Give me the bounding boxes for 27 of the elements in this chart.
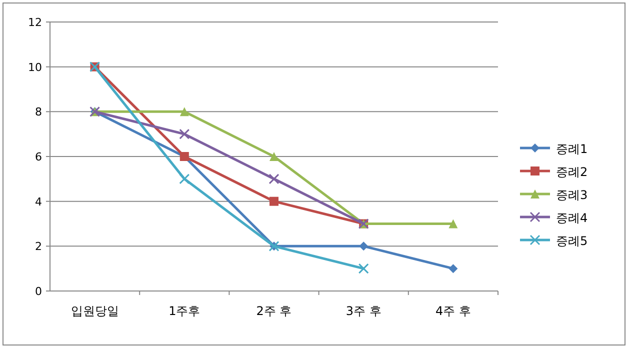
point	[179, 174, 190, 184]
y-tick-label: 4	[35, 195, 42, 208]
legend-label: 증례1	[556, 142, 588, 156]
y-tick-label: 2	[35, 240, 42, 254]
point	[180, 107, 189, 116]
y-tick-label: 12	[28, 16, 42, 29]
legend-label: 증례4	[556, 211, 588, 225]
x-tick-label: 1주후	[168, 304, 200, 318]
point	[448, 219, 458, 228]
point	[270, 196, 278, 206]
y-tick-label: 6	[35, 150, 42, 164]
y-tick-label: 8	[35, 106, 42, 119]
point	[448, 264, 458, 274]
point	[270, 152, 278, 161]
point	[179, 128, 190, 140]
x-tick-label: 입원당일	[70, 304, 119, 318]
point	[358, 263, 369, 274]
point	[268, 174, 280, 184]
point	[359, 242, 368, 251]
legend-label: 증례3	[556, 188, 588, 202]
y-tick-label: 10	[28, 60, 42, 74]
legend-label: 증례5	[556, 234, 588, 248]
x-tick-label: 2주 후	[256, 304, 292, 318]
y-tick-label: 0	[35, 285, 42, 298]
legend-label: 증례2	[556, 165, 588, 179]
x-tick-label: 3주 후	[346, 304, 382, 318]
x-tick-label: 4주 후	[435, 304, 471, 318]
